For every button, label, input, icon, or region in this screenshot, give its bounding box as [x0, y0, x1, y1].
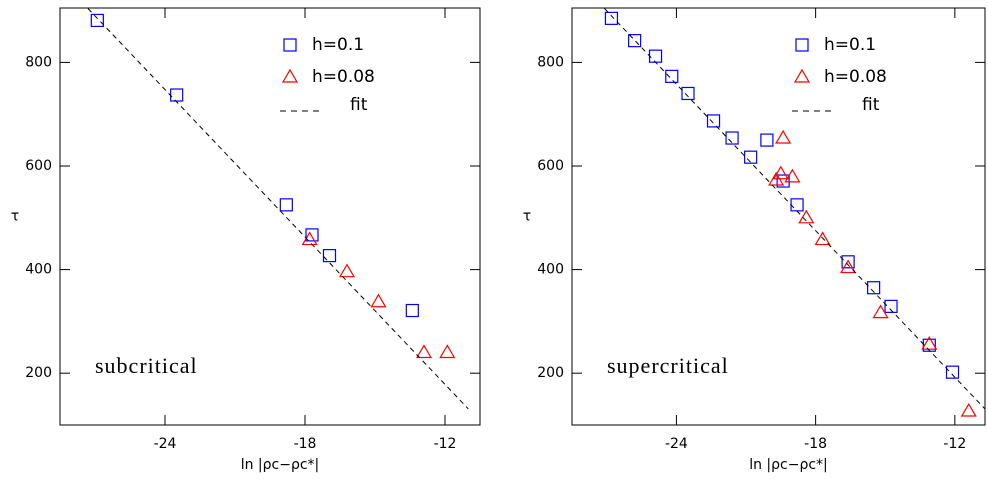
legend-swatch — [283, 38, 297, 52]
data-point — [922, 338, 936, 352]
data-point — [405, 303, 419, 318]
data-point — [338, 263, 356, 278]
y-tick-label: 800 — [537, 54, 564, 70]
data-point — [439, 344, 456, 359]
y-axis-label: τ — [11, 209, 19, 225]
data-point — [776, 174, 790, 188]
data-point — [648, 49, 663, 63]
data-point — [760, 133, 774, 147]
legend-label: fit — [350, 95, 368, 115]
y-tick-label: 400 — [25, 262, 52, 278]
annotation: subcritical — [95, 353, 198, 378]
legend-label: h=0.08 — [824, 67, 887, 87]
x-tick-label: -12 — [434, 436, 457, 452]
fit-line — [87, 8, 469, 410]
data-point — [798, 209, 815, 224]
data-point — [279, 198, 293, 212]
data-point — [960, 402, 977, 417]
x-tick-label: -18 — [294, 436, 317, 452]
data-point — [305, 228, 319, 242]
data-point — [604, 11, 619, 25]
data-point — [301, 231, 318, 246]
data-point — [170, 88, 184, 102]
data-point — [775, 129, 792, 144]
data-point — [706, 114, 721, 128]
data-point — [872, 304, 889, 319]
data-point — [628, 34, 642, 48]
x-tick-label: -12 — [943, 436, 966, 452]
data-point — [744, 150, 758, 164]
data-point — [814, 231, 831, 246]
data-point — [841, 255, 855, 269]
plot-frame — [571, 7, 986, 426]
y-axis-label: τ — [523, 209, 531, 225]
data-point — [768, 171, 785, 186]
data-point — [884, 299, 898, 313]
fit-line — [604, 8, 986, 410]
data-point — [784, 168, 801, 183]
data-point — [90, 13, 104, 28]
legend-label: h=0.1 — [312, 35, 364, 55]
legend-label: h=0.08 — [312, 67, 375, 87]
x-axis-label: ln |ρc−ρc*| — [241, 457, 320, 473]
data-point — [322, 249, 337, 263]
y-tick-label: 600 — [537, 158, 564, 174]
y-tick-label: 200 — [25, 365, 52, 381]
data-point — [725, 131, 739, 145]
legend-label: h=0.1 — [824, 35, 876, 55]
data-point — [370, 293, 387, 308]
data-point — [867, 281, 881, 295]
x-tick-label: -24 — [665, 436, 688, 452]
y-tick-label: 800 — [25, 54, 52, 70]
data-point — [945, 365, 960, 379]
data-point — [665, 69, 679, 83]
y-tick-label: 400 — [537, 262, 564, 278]
data-point — [415, 344, 433, 359]
y-tick-label: 200 — [537, 365, 564, 381]
data-point — [921, 335, 938, 350]
x-tick-label: -24 — [154, 436, 177, 452]
x-axis-label: ln |ρc−ρc*| — [749, 457, 828, 473]
plot-frame — [59, 7, 481, 426]
y-tick-label: 600 — [25, 158, 52, 174]
data-point — [790, 198, 804, 212]
legend-swatch — [793, 68, 811, 83]
x-tick-label: -18 — [804, 436, 827, 452]
annotation: supercritical — [607, 353, 729, 378]
data-point — [840, 259, 857, 274]
legend-swatch — [281, 68, 299, 83]
data-point — [772, 165, 789, 180]
data-point — [681, 86, 695, 101]
legend-label: fit — [862, 95, 880, 115]
legend-swatch — [795, 38, 809, 52]
